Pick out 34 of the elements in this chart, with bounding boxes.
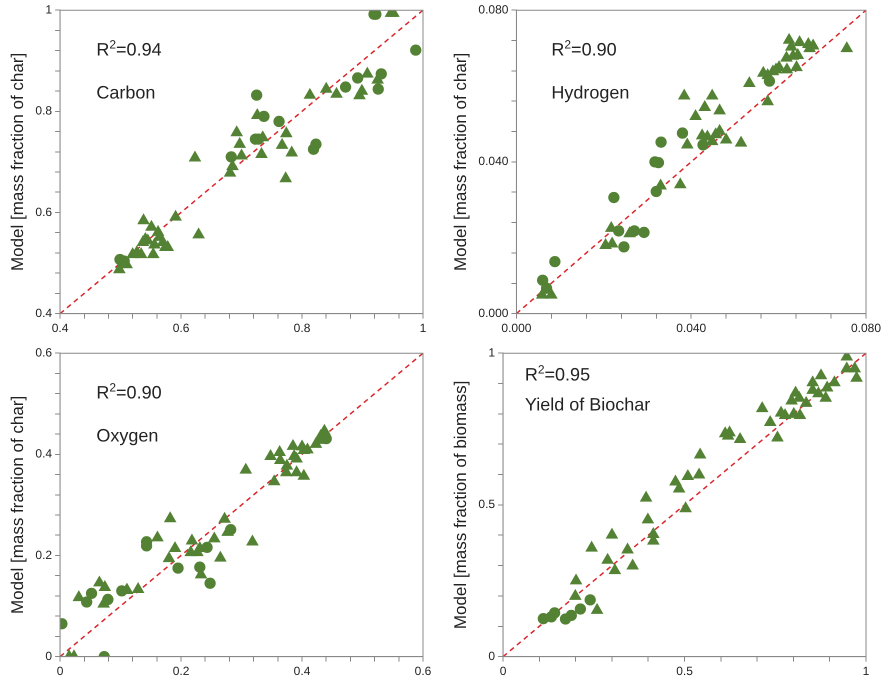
x-tick-label: 0 xyxy=(56,664,64,678)
y-tick-label: 0 xyxy=(488,648,496,663)
x-tick-label: 0.2 xyxy=(172,664,190,678)
x-tick-label: 0.4 xyxy=(294,664,311,678)
y-axis-title: Model [mass fraction of char] xyxy=(450,52,470,272)
x-tick-label: 0.6 xyxy=(172,321,190,336)
x-tick-label: 0.8 xyxy=(294,321,311,336)
y-tick-label: 0 xyxy=(45,648,52,663)
x-tick-label: 1 xyxy=(420,321,427,336)
y-tick-label: 0.4 xyxy=(35,446,52,461)
y-axis-title: Model [mass fraction of char] xyxy=(8,52,27,272)
x-tick-label: 0.080 xyxy=(850,321,882,336)
x-tick-label: 0.6 xyxy=(414,664,432,678)
y-tick-label: 0.040 xyxy=(478,154,509,168)
y-axis-title: Model [mass fraction of char] xyxy=(8,396,27,614)
annotation: Hydrogen xyxy=(551,82,630,103)
x-tick-label: 0.040 xyxy=(676,321,707,336)
y-tick-label: 0.5 xyxy=(478,497,496,512)
y-tick-label: 0.4 xyxy=(35,306,52,320)
y-tick-label: 1 xyxy=(488,346,496,360)
y-tick-label: 0.080 xyxy=(478,2,509,17)
annotation: Yield of Biochar xyxy=(524,394,650,415)
annotation: Oxygen xyxy=(96,426,158,446)
annotation: Carbon xyxy=(96,82,156,103)
y-tick-label: 0.000 xyxy=(478,306,509,320)
y-axis-title: Model [mass fraction of biomass] xyxy=(450,380,470,630)
x-tick-label: 0.000 xyxy=(501,321,532,336)
y-tick-label: 0.6 xyxy=(35,204,52,219)
y-tick-label: 1 xyxy=(45,2,52,17)
x-tick-label: 1 xyxy=(862,664,870,678)
y-tick-label: 0.8 xyxy=(35,104,52,118)
y-tick-label: 0.6 xyxy=(35,346,52,360)
y-tick-label: 0.2 xyxy=(35,548,52,562)
x-tick-label: 0.5 xyxy=(676,664,694,678)
